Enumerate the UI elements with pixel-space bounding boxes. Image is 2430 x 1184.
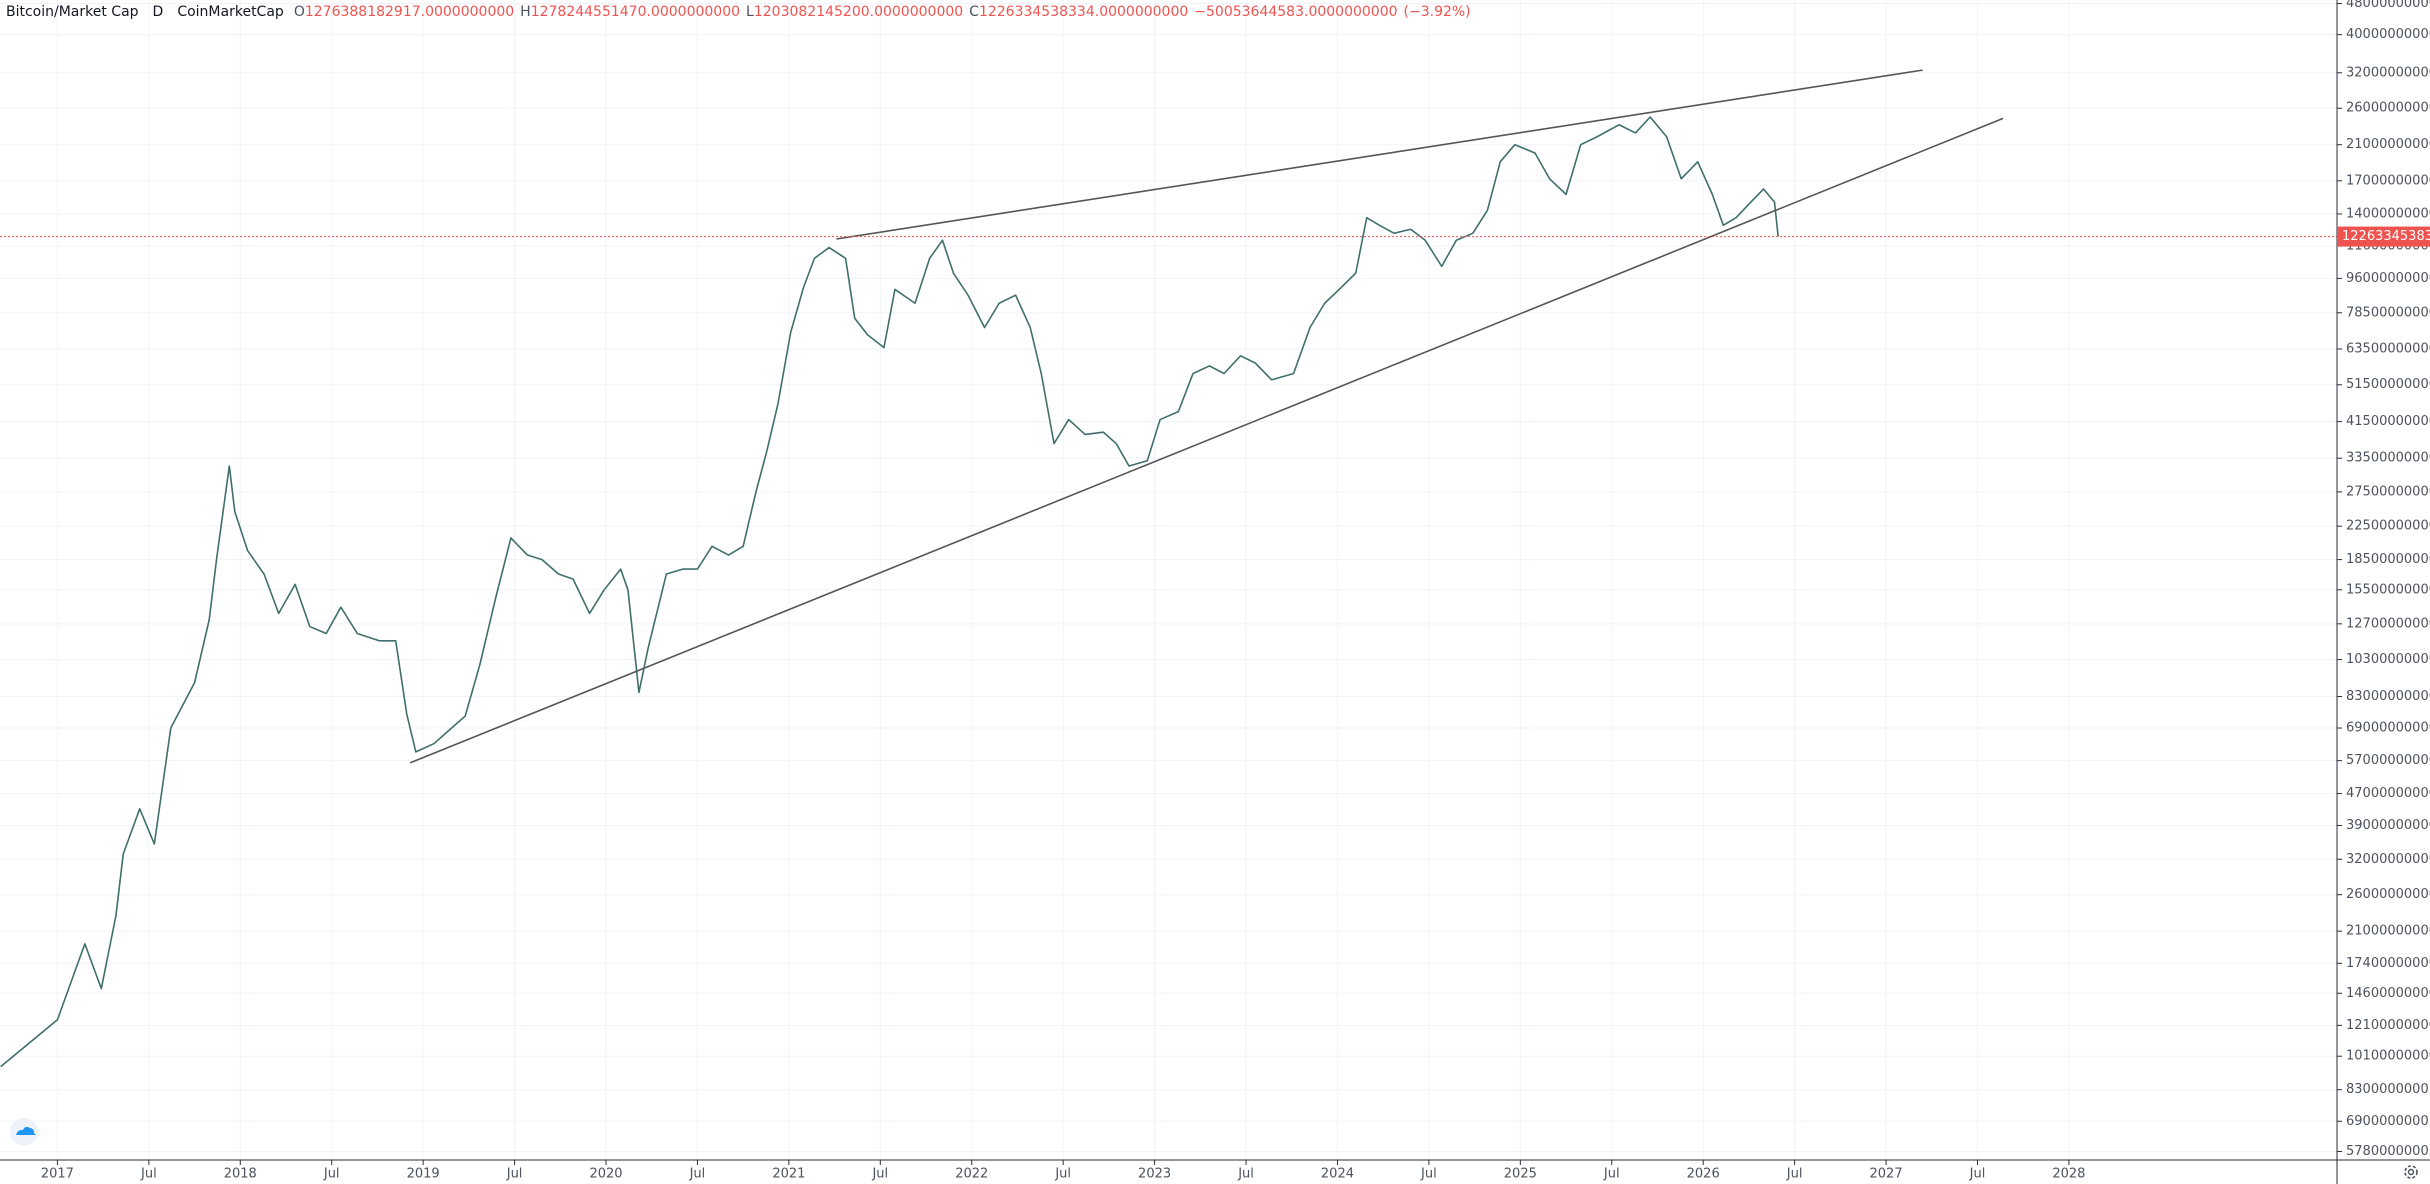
x-tick-label: 2027	[1870, 1167, 1903, 1182]
y-tick-label: 69000000000.0000	[2346, 721, 2430, 736]
trend-line	[836, 69, 1923, 240]
y-tick-label: 47000000000.0000	[2346, 786, 2430, 801]
x-tick-label: 2020	[589, 1167, 622, 1182]
y-tick-label: 103000000000.000	[2346, 652, 2430, 667]
ohlc-value: 1278244551470.0000000000	[531, 4, 740, 20]
x-tick-label: Jul	[1969, 1167, 1986, 1182]
x-tick-label: Jul	[506, 1167, 523, 1182]
ohlc-label: C	[969, 4, 979, 20]
grid-layer	[0, 0, 2337, 1160]
x-tick-label: Jul	[689, 1167, 706, 1182]
last-price-label: 1226334538334	[2342, 229, 2430, 244]
interval: D	[153, 4, 164, 20]
settings-icon[interactable]	[2404, 1165, 2418, 1179]
logo-cloud	[16, 1126, 36, 1135]
ohlc-value: 1226334538334.0000000000	[979, 4, 1188, 20]
ohlc-value: 1203082145200.0000000000	[754, 4, 963, 20]
x-tick-label: 2022	[955, 1167, 988, 1182]
y-tick-label: 415000000000.000	[2346, 414, 2430, 429]
y-tick-label: 275000000000.000	[2346, 484, 2430, 499]
x-tick-label: Jul	[323, 1167, 340, 1182]
ohlc-label: L	[746, 4, 754, 20]
trend-line	[410, 117, 2004, 764]
gear-inner	[2407, 1168, 2415, 1176]
y-tick-label: 960000000000.000	[2346, 271, 2430, 286]
time-axis-bg	[0, 1160, 2430, 1184]
y-tick-label: 8300000000.00000	[2346, 1082, 2430, 1097]
mark-layer	[0, 69, 2337, 1068]
y-tick-label: 4000000000000.00	[2346, 27, 2430, 42]
x-tick-label: 2025	[1504, 1167, 1537, 1182]
x-tick-label: 2026	[1687, 1167, 1720, 1182]
y-tick-label: 185000000000.000	[2346, 552, 2430, 567]
y-tick-label: 17400000000.0000	[2346, 956, 2430, 971]
y-tick-label: 4800000000000.00	[2346, 0, 2430, 11]
y-tick-label: 32000000000.0000	[2346, 852, 2430, 867]
change: −50053644583.0000000000	[1194, 4, 1397, 20]
price-axis-bg	[2337, 0, 2430, 1184]
y-tick-label: 1700000000000.00	[2346, 173, 2430, 188]
x-tick-label: Jul	[871, 1167, 888, 1182]
x-tick-label: 2028	[2052, 1167, 2085, 1182]
y-tick-label: 127000000000.000	[2346, 616, 2430, 631]
y-tick-label: 83000000000.0000	[2346, 689, 2430, 704]
symbol: Bitcoin/Market Cap	[6, 4, 139, 20]
y-tick-label: 635000000000.000	[2346, 341, 2430, 356]
ohlc-value: 1276388182917.0000000000	[305, 4, 514, 20]
y-tick-label: 3200000000000.00	[2346, 65, 2430, 80]
y-tick-label: 6900000000.00000	[2346, 1114, 2430, 1129]
x-tick-label: Jul	[140, 1167, 157, 1182]
gear-outer	[2404, 1165, 2418, 1179]
x-tick-label: 2023	[1138, 1167, 1171, 1182]
y-tick-label: 1400000000000.00	[2346, 206, 2430, 221]
y-tick-label: 5780000000.00000	[2346, 1144, 2430, 1159]
y-tick-label: 225000000000.000	[2346, 519, 2430, 534]
y-tick-label: 21000000000.0000	[2346, 924, 2430, 939]
y-tick-label: 14600000000.0000	[2346, 986, 2430, 1001]
tradingview-logo[interactable]	[10, 1118, 38, 1146]
axis-layer: 4800000000000.00 4000000000000.00 32000000…	[41, 0, 2430, 1182]
x-tick-label: 2017	[41, 1167, 74, 1182]
x-tick-label: Jul	[1054, 1167, 1071, 1182]
source: CoinMarketCap	[177, 4, 284, 20]
legend-header: Bitcoin/Market Cap D CoinMarketCap O1276388…	[6, 4, 1471, 20]
x-tick-label: 2019	[407, 1167, 440, 1182]
y-tick-label: 10100000000.0000	[2346, 1049, 2430, 1064]
y-tick-label: 39000000000.0000	[2346, 818, 2430, 833]
y-tick-label: 155000000000.000	[2346, 582, 2430, 597]
x-tick-label: Jul	[1420, 1167, 1437, 1182]
y-tick-label: 57000000000.0000	[2346, 753, 2430, 768]
last-price-box	[2337, 226, 2430, 247]
x-tick-label: 2018	[224, 1167, 257, 1182]
y-tick-label: 515000000000.000	[2346, 377, 2430, 392]
y-tick-label: 12100000000.0000	[2346, 1018, 2430, 1033]
price-line	[0, 116, 1779, 1068]
x-tick-label: Jul	[1237, 1167, 1254, 1182]
y-tick-label: 785000000000.000	[2346, 305, 2430, 320]
y-tick-label: 2100000000000.00	[2346, 137, 2430, 152]
x-tick-label: Jul	[1786, 1167, 1803, 1182]
x-tick-label: 2021	[772, 1167, 805, 1182]
x-tick-label: Jul	[1603, 1167, 1620, 1182]
ohlc-label: H	[520, 4, 531, 20]
y-tick-label: 2600000000000.00	[2346, 101, 2430, 116]
y-tick-label: 26000000000.0000	[2346, 887, 2430, 902]
ohlc-label: O	[294, 4, 305, 20]
y-tick-label: 335000000000.000	[2346, 451, 2430, 466]
change-pct: (−3.92%)	[1404, 4, 1471, 20]
x-tick-label: 2024	[1321, 1167, 1354, 1182]
